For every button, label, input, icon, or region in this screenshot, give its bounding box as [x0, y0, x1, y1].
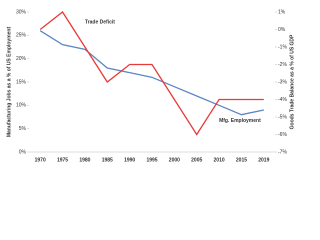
y-tick-label: 0% — [19, 149, 27, 155]
y2-tick-label: -1% — [278, 44, 287, 50]
x-tick-label: 2010 — [214, 157, 225, 163]
y-axis-label: Manufacturing Jobs as a % of US Employme… — [6, 27, 12, 138]
x-tick-label: 1990 — [124, 157, 135, 163]
series-label: Mfg. Employment — [219, 118, 261, 124]
y2-tick-label: -6% — [278, 132, 287, 138]
x-tick-label: 1985 — [102, 157, 113, 163]
y2-tick-label: -3% — [278, 79, 287, 85]
y-tick-label: 15% — [16, 79, 27, 85]
series-label: Trade Deficit — [85, 19, 115, 25]
x-tick-label: 1970 — [35, 157, 46, 163]
y2-tick-label: -7% — [278, 149, 287, 155]
y2-tick-label: 0% — [278, 27, 286, 33]
x-tick-label: 1975 — [57, 157, 68, 163]
y2-axis-label: Goods Trade Balance as a % of US GDP — [289, 34, 295, 129]
y2-tick-label: -5% — [278, 114, 287, 120]
y-tick-label: 10% — [16, 103, 27, 109]
y2-tick-label: -4% — [278, 97, 287, 103]
x-tick-label: 2000 — [169, 157, 180, 163]
y2-tick-label: 1% — [278, 9, 286, 15]
x-tick-label: 2005 — [191, 157, 202, 163]
y-tick-label: 5% — [19, 126, 27, 132]
y-tick-label: 30% — [16, 9, 27, 15]
y-tick-label: 20% — [16, 56, 27, 62]
y-tick-label: 25% — [16, 33, 27, 39]
series-line — [39, 11, 264, 136]
x-tick-label: 2015 — [236, 157, 247, 163]
x-tick-label: 2019 — [258, 157, 269, 163]
chart: Manufacturing Jobs as a % of US Employme… — [6, 9, 295, 163]
x-tick-label: 1995 — [146, 157, 157, 163]
series-line — [39, 30, 264, 116]
y2-tick-label: -2% — [278, 62, 287, 68]
x-tick-label: 1980 — [79, 157, 90, 163]
